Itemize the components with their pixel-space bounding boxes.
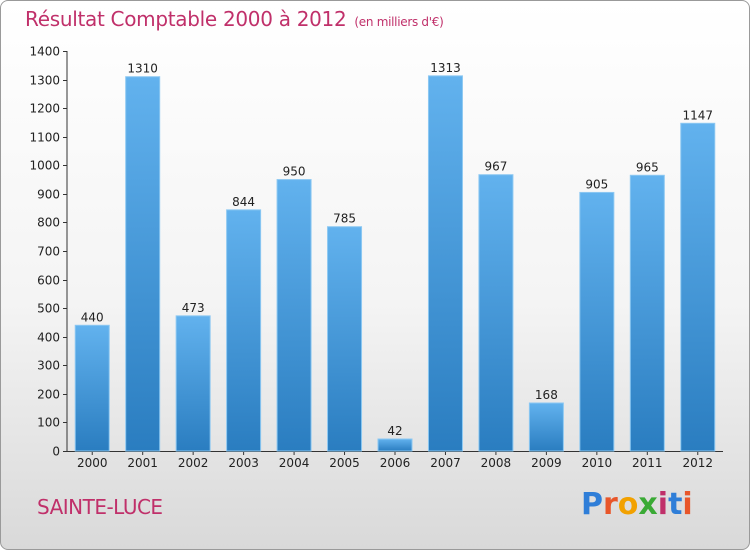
bar-value-label: 967 [484,160,507,174]
x-tick-label: 2004 [279,456,310,470]
y-tick-label: 200 [37,388,60,402]
bar-2004 [276,179,312,452]
bar-value-label: 785 [333,212,356,226]
bar-value-label: 1313 [430,61,461,75]
bar-2002 [175,315,211,452]
y-tick-label: 500 [37,302,60,316]
logo-letter: P [581,487,603,522]
y-tick-label: 400 [37,331,60,345]
x-tick-label: 2012 [682,456,713,470]
x-tick-label: 2008 [481,456,512,470]
y-tick-label: 1100 [29,131,60,145]
logo-letter: i [657,487,669,522]
bar-value-label: 168 [535,388,558,402]
x-tick-label: 2009 [531,456,562,470]
bar-2007 [427,75,463,452]
bar-value-label: 950 [283,165,306,179]
x-tick-label: 2003 [228,456,259,470]
bar-2003 [226,209,262,452]
y-tick-label: 1200 [29,102,60,116]
bar-value-label: 473 [182,301,205,315]
chart-title: Résultat Comptable 2000 à 2012 (en millie… [25,7,444,31]
x-tick-label: 2006 [380,456,411,470]
y-tick-label: 300 [37,359,60,373]
y-tick-label: 600 [37,274,60,288]
bar-2005 [327,226,363,452]
bar-2008 [478,174,514,452]
y-tick-label: 100 [37,416,60,430]
bars-group: 440 1310 473 844 950 785 42 1313 967 168 905 965 114… [74,61,716,452]
x-tick-label: 2011 [632,456,663,470]
y-tick-label: 700 [37,245,60,259]
y-tick-label: 1300 [29,74,60,88]
bar-value-label: 1310 [127,62,158,76]
x-tick-label: 2005 [329,456,360,470]
logo-letter: r [603,487,618,522]
x-tick-label: 2010 [582,456,613,470]
bar-2001 [125,76,161,452]
bar-value-label: 844 [232,195,255,209]
bar-2006 [377,438,413,452]
bar-value-label: 965 [636,160,659,174]
chart-title-text: Résultat Comptable 2000 à 2012 [25,7,347,31]
city-name: SAINTE-LUCE [37,495,163,519]
bar-value-label: 440 [81,310,104,324]
bar-2010 [579,191,615,452]
bar-2000 [74,324,110,452]
bar-2011 [629,174,665,452]
bar-value-label: 42 [387,424,402,438]
chart-subtitle: (en milliers d'€) [354,15,444,29]
bar-2012 [680,122,716,452]
y-tick-label: 1000 [29,159,60,173]
y-tick-label: 800 [37,216,60,230]
x-tick-label: 2007 [430,456,461,470]
bar-value-label: 1147 [682,108,713,122]
y-tick-label: 1400 [29,45,60,59]
logo-letter: i [682,487,693,522]
x-tick-label: 2000 [77,456,108,470]
x-tick-label: 2002 [178,456,209,470]
x-tick-label: 2001 [127,456,158,470]
bar-value-label: 905 [585,177,608,191]
logo-letter: t [668,487,683,522]
logo-letter: o [617,487,639,522]
proxiti-logo: Proxiti [581,487,693,522]
y-tick-label: 0 [52,445,60,459]
y-tick-label: 900 [37,188,60,202]
logo-letter: x [638,487,658,522]
bar-2009 [528,402,564,452]
axes: 0 100 200 300 400 500 600 700 800 900 1000 1100 1200… [29,45,723,470]
